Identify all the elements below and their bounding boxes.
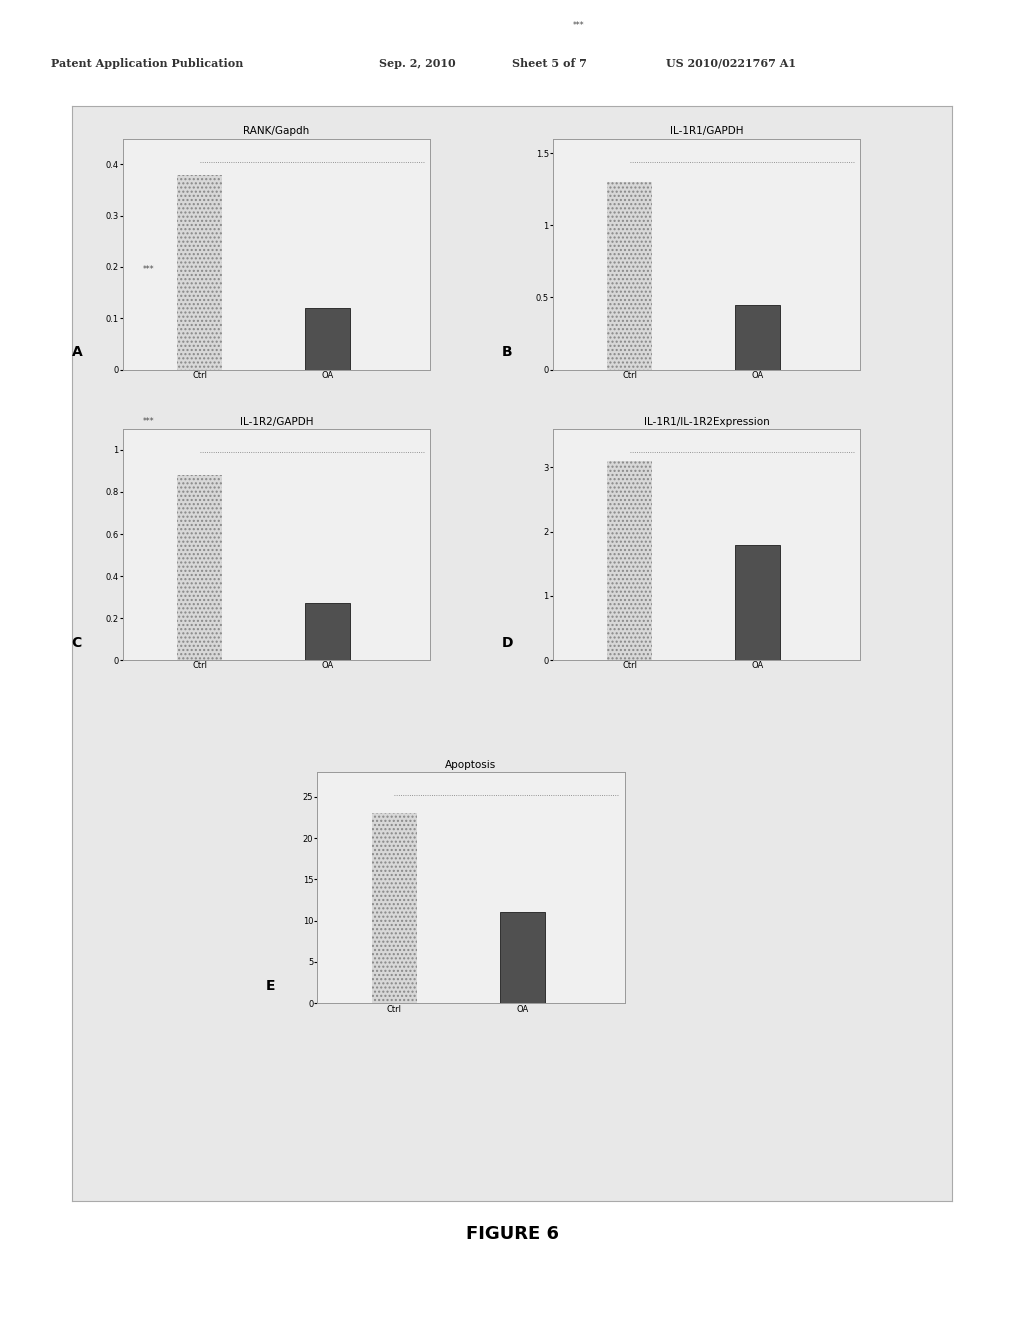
Bar — [735, 305, 780, 370]
Text: ***: *** — [142, 265, 155, 275]
Bar — [177, 174, 222, 370]
Text: ***: *** — [572, 21, 585, 29]
Bar — [177, 475, 222, 660]
Bar — [607, 182, 652, 370]
Title: IL-1R2/GAPDH: IL-1R2/GAPDH — [240, 417, 313, 426]
Text: B: B — [502, 346, 512, 359]
Title: RANK/Gapdh: RANK/Gapdh — [244, 127, 309, 136]
Title: IL-1R1/GAPDH: IL-1R1/GAPDH — [670, 127, 743, 136]
Text: Sep. 2, 2010: Sep. 2, 2010 — [379, 58, 456, 69]
Bar — [305, 308, 350, 370]
Bar — [500, 912, 545, 1003]
Text: US 2010/0221767 A1: US 2010/0221767 A1 — [666, 58, 796, 69]
Bar — [305, 603, 350, 660]
Text: C: C — [72, 636, 82, 649]
Text: ***: *** — [142, 417, 155, 426]
Bar — [372, 813, 417, 1003]
Bar — [607, 461, 652, 660]
Title: IL-1R1/IL-1R2Expression: IL-1R1/IL-1R2Expression — [644, 417, 769, 426]
Text: FIGURE 6: FIGURE 6 — [466, 1225, 558, 1243]
Text: Sheet 5 of 7: Sheet 5 of 7 — [512, 58, 587, 69]
Bar — [735, 544, 780, 660]
Text: D: D — [502, 636, 513, 649]
Text: A: A — [72, 346, 82, 359]
Title: Apoptosis: Apoptosis — [445, 760, 497, 770]
Text: Patent Application Publication: Patent Application Publication — [51, 58, 244, 69]
Text: E: E — [266, 979, 275, 993]
